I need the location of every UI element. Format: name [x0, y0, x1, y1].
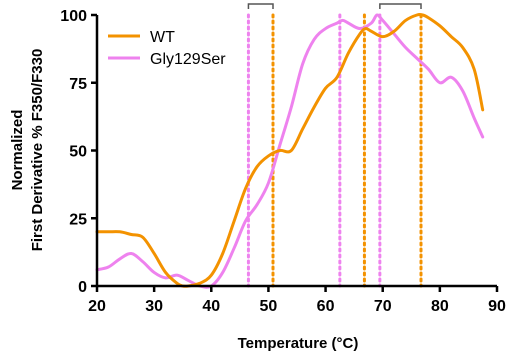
bracket-2	[379, 3, 422, 9]
peak-range-brackets	[247, 3, 422, 9]
legend-label-wt: WT	[150, 29, 175, 46]
x-tick-label: 80	[431, 298, 449, 315]
x-tick-label: 30	[145, 298, 163, 315]
x-tick-label: 60	[317, 298, 335, 315]
x-tick-label: 90	[488, 298, 506, 315]
y-tick-label: 100	[60, 8, 87, 25]
y-axis-title-line1: Normalized	[9, 110, 26, 191]
x-axis-title: Temperature (°C)	[238, 335, 359, 352]
y-tick-label: 75	[69, 76, 87, 93]
x-tick-label: 20	[88, 298, 106, 315]
x-tick-label: 40	[202, 298, 220, 315]
y-axis-title-line2: First Derivative % F350/F330	[29, 49, 46, 252]
y-tick-label: 0	[78, 279, 87, 296]
series-line-gly129ser	[95, 13, 485, 289]
x-tick-label: 50	[260, 298, 278, 315]
peak-marker-lines	[246, 13, 423, 288]
legend-label-gly129ser: Gly129Ser	[150, 51, 226, 68]
y-tick-label: 25	[69, 211, 87, 228]
bracket-1	[247, 3, 274, 9]
x-tick-label: 70	[374, 298, 392, 315]
series-lines	[95, 12, 485, 289]
series-line-wt	[95, 12, 485, 288]
y-tick-label: 50	[69, 144, 87, 161]
legend: WT Gly129Ser	[108, 29, 226, 68]
axes: 20 30 40 50 60 70 80 90 0 25 50 75 100	[60, 8, 506, 315]
